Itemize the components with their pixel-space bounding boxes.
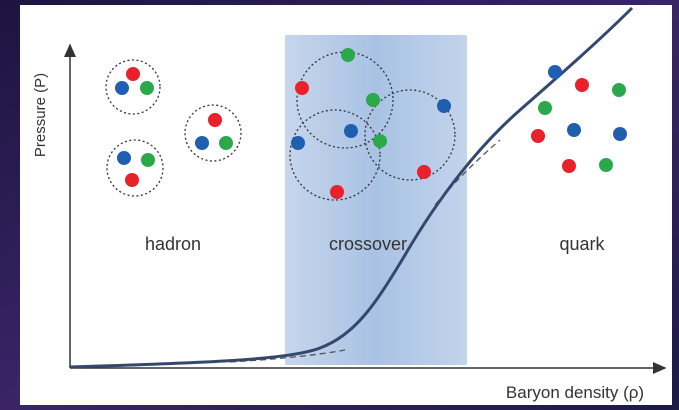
quark-dot <box>208 113 222 127</box>
region-label: quark <box>559 234 605 254</box>
region-label: crossover <box>329 234 407 254</box>
quark-dot <box>291 136 305 150</box>
quark-dot <box>117 151 131 165</box>
dashed-ring <box>106 139 164 197</box>
quark-dot <box>612 83 626 97</box>
pressure-curve <box>69 6 634 369</box>
quark-dot <box>437 99 451 113</box>
quark-dot <box>140 81 154 95</box>
quark-dot <box>219 136 233 150</box>
quark-dot <box>575 78 589 92</box>
quark-dot <box>417 165 431 179</box>
quark-dot <box>330 185 344 199</box>
dashed-ring <box>289 109 381 201</box>
dashed-ring <box>105 59 161 115</box>
dashed-asymptote-high <box>434 139 501 206</box>
crossover-band <box>285 35 467 365</box>
quark-dot <box>613 127 627 141</box>
dashed-ring <box>184 104 242 162</box>
quark-dot <box>373 134 387 148</box>
quark-dot <box>567 123 581 137</box>
x-axis-label: Baryon density (ρ) <box>506 383 644 402</box>
quark-dot <box>295 81 309 95</box>
quark-dot <box>344 124 358 138</box>
quark-dot <box>538 101 552 115</box>
y-axis-label: Pressure (P) <box>32 73 49 157</box>
quark-dot <box>115 81 129 95</box>
quark-dot <box>125 173 139 187</box>
particles <box>105 48 627 201</box>
quark-dot <box>366 93 380 107</box>
dashed-ring <box>364 89 456 181</box>
quark-dot <box>195 136 209 150</box>
quark-dot <box>126 67 140 81</box>
quark-dot <box>562 159 576 173</box>
quark-dot <box>141 153 155 167</box>
quark-dot <box>531 129 545 143</box>
quark-dot <box>599 158 613 172</box>
quark-dot <box>341 48 355 62</box>
region-label: hadron <box>145 234 201 254</box>
quark-dot <box>548 65 562 79</box>
